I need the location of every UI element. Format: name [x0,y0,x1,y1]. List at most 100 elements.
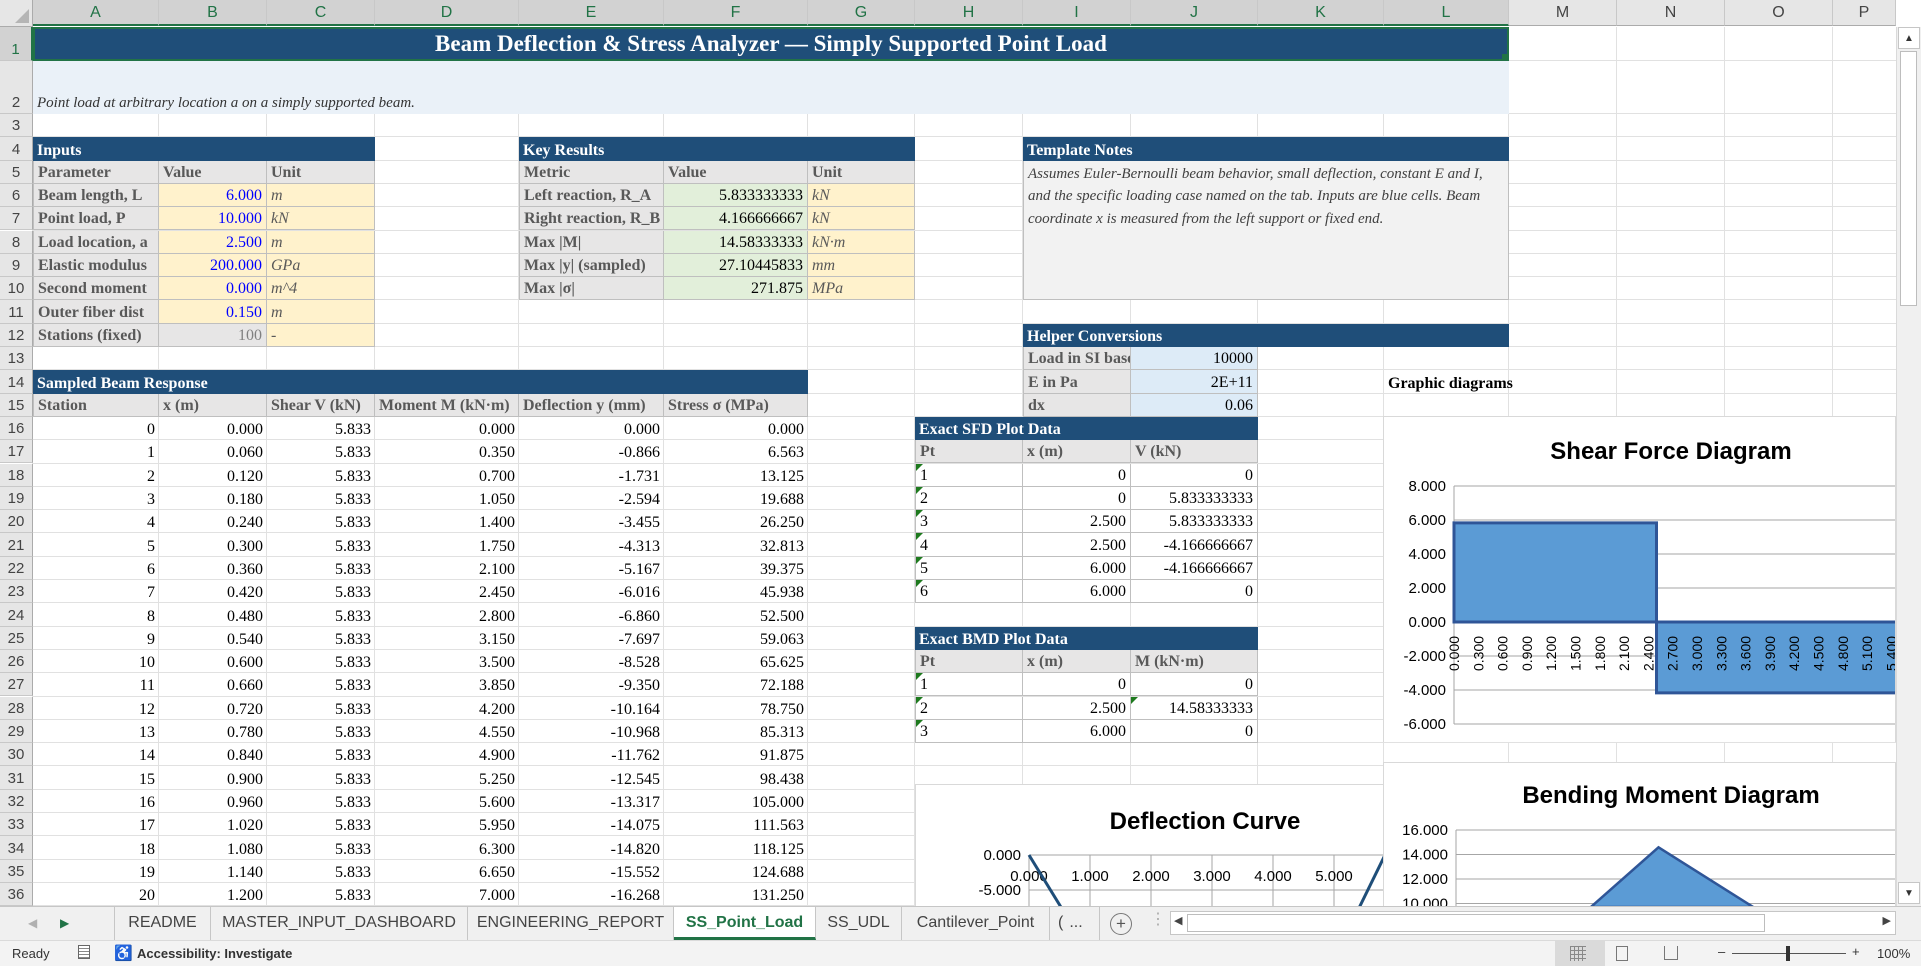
helper-label[interactable]: Load in SI base [1023,347,1131,371]
accessibility-status[interactable]: Accessibility: Investigate [137,946,293,961]
plot-data-pt[interactable]: 5 [915,556,1023,580]
row-header-4[interactable]: 4 [0,137,33,161]
sampled-table-cell[interactable]: 0.000 [159,417,267,440]
horizontal-scrollbar[interactable]: ◀ ▶ [1170,911,1896,935]
sampled-table-cell[interactable]: 19.688 [664,487,808,510]
sampled-table-cell[interactable]: 5 [33,533,159,556]
input-value-field[interactable]: 200.000 [159,253,267,278]
sampled-table-cell[interactable]: -6.016 [519,580,664,603]
sampled-table-cell[interactable]: 5.833 [267,790,375,813]
sampled-table-cell[interactable]: 5.833 [267,743,375,766]
sampled-table-cell[interactable]: 5.833 [267,860,375,883]
sampled-table-cell[interactable]: 78.750 [664,697,808,720]
sampled-table-cell[interactable]: 0.700 [375,464,519,487]
horizontal-scroll-thumb[interactable] [1187,914,1765,932]
sampled-table-cell[interactable]: 4 [33,510,159,533]
key-results-header[interactable]: Key Results [519,137,915,161]
sampled-table-cell[interactable]: 4.200 [375,697,519,720]
row-header-12[interactable]: 12 [0,323,33,347]
zoom-out-button[interactable]: – [1718,944,1726,959]
key-results-column-header[interactable]: Unit [808,160,915,184]
sampled-table-cell[interactable]: -14.075 [519,813,664,836]
sampled-table-cell[interactable]: -13.317 [519,790,664,813]
sampled-table-cell[interactable]: 17 [33,813,159,836]
plot-data-pt[interactable]: 3 [915,510,1023,534]
moment-area-series[interactable] [1590,845,1754,906]
column-header-K[interactable]: K [1258,0,1384,26]
tab-scroll-left-icon[interactable]: ◀ [28,916,38,930]
row-header-14[interactable]: 14 [0,370,33,394]
sampled-table-cell[interactable]: 72.188 [664,673,808,696]
sheet-tab[interactable]: ENGINEERING_REPORT [468,907,674,940]
sampled-table-cell[interactable]: -5.167 [519,557,664,580]
input-parameter-label[interactable]: Point load, P [33,207,159,231]
sampled-table-cell[interactable]: 5.833 [267,720,375,743]
column-header-G[interactable]: G [808,0,915,26]
sampled-table-cell[interactable]: 0.120 [159,464,267,487]
zoom-level[interactable]: 100% [1877,946,1911,961]
sampled-table-cell[interactable]: 26.250 [664,510,808,533]
input-parameter-label[interactable]: Outer fiber dist [33,300,159,324]
result-unit[interactable]: kN [808,207,915,231]
result-value[interactable]: 271.875 [664,277,808,301]
sampled-table-cell[interactable]: 5.833 [267,417,375,440]
sampled-table-cell[interactable]: -14.820 [519,836,664,859]
plot-data-pt[interactable]: 6 [915,580,1023,604]
sampled-column-header[interactable]: Moment M (kN·m) [375,393,519,417]
sampled-response-header[interactable]: Sampled Beam Response [33,370,808,394]
row-header-3[interactable]: 3 [0,114,33,138]
sampled-table-cell[interactable]: 5.833 [267,836,375,859]
row-header-6[interactable]: 6 [0,183,33,208]
result-unit[interactable]: kN·m [808,230,915,254]
sampled-table-cell[interactable]: 0.420 [159,580,267,603]
input-parameter-label[interactable]: Elastic modulus [33,253,159,278]
column-header-D[interactable]: D [375,0,519,26]
column-header-C[interactable]: C [267,0,375,26]
sampled-column-header[interactable]: Shear V (kN) [267,393,375,417]
input-value-field[interactable]: 6.000 [159,183,267,208]
page-break-view-icon[interactable] [1664,946,1678,960]
sampled-table-cell[interactable]: -10.968 [519,720,664,743]
sampled-table-cell[interactable]: 4.550 [375,720,519,743]
accessibility-icon[interactable]: ♿ [114,945,133,962]
sampled-column-header[interactable]: Deflection y (mm) [519,393,664,417]
sampled-table-cell[interactable]: 12 [33,697,159,720]
row-header-18[interactable]: 18 [0,463,33,487]
sampled-table-cell[interactable]: 5.833 [267,673,375,696]
tab-split-handle-icon[interactable]: ⋮ [1150,911,1166,928]
plot-data-value[interactable]: 0 [1131,463,1258,487]
result-unit[interactable]: kN [808,183,915,208]
result-value[interactable]: 14.58333333 [664,230,808,254]
sampled-table-cell[interactable]: 5.833 [267,883,375,906]
sampled-table-cell[interactable]: 0.780 [159,720,267,743]
column-header-N[interactable]: N [1617,0,1725,26]
helper-value[interactable]: 2E+11 [1131,370,1258,394]
sampled-table-cell[interactable]: 5.833 [267,627,375,650]
sampled-table-cell[interactable]: 1.750 [375,533,519,556]
sampled-table-cell[interactable]: -9.350 [519,673,664,696]
sampled-table-cell[interactable]: 2.100 [375,557,519,580]
row-header-13[interactable]: 13 [0,347,33,371]
plot-data-x[interactable]: 2.500 [1023,510,1131,534]
sampled-table-cell[interactable]: -8.528 [519,650,664,673]
sampled-table-cell[interactable]: -3.455 [519,510,664,533]
sampled-table-cell[interactable]: 5.833 [267,440,375,463]
input-value-field[interactable]: 2.500 [159,230,267,254]
sampled-table-cell[interactable]: -15.552 [519,860,664,883]
vertical-scroll-thumb[interactable] [1900,51,1917,306]
plot-data-pt[interactable]: 4 [915,533,1023,557]
row-header-27[interactable]: 27 [0,673,33,697]
helper-label[interactable]: E in Pa [1023,370,1131,394]
input-unit[interactable]: m [267,300,375,324]
row-header-35[interactable]: 35 [0,859,33,883]
plot-data-x[interactable]: 0 [1023,673,1131,697]
input-parameter-label[interactable]: Load location, a [33,230,159,254]
sampled-table-cell[interactable]: -11.762 [519,743,664,766]
sampled-table-cell[interactable]: 1.200 [159,883,267,906]
sampled-table-cell[interactable]: 1.020 [159,813,267,836]
sampled-table-cell[interactable]: 0.060 [159,440,267,463]
sampled-table-cell[interactable]: 39.375 [664,557,808,580]
sheet-tab[interactable]: SS_Point_Load [674,907,816,940]
plot-data-value[interactable]: -4.166666667 [1131,533,1258,557]
result-metric-label[interactable]: Max |M| [519,230,664,254]
